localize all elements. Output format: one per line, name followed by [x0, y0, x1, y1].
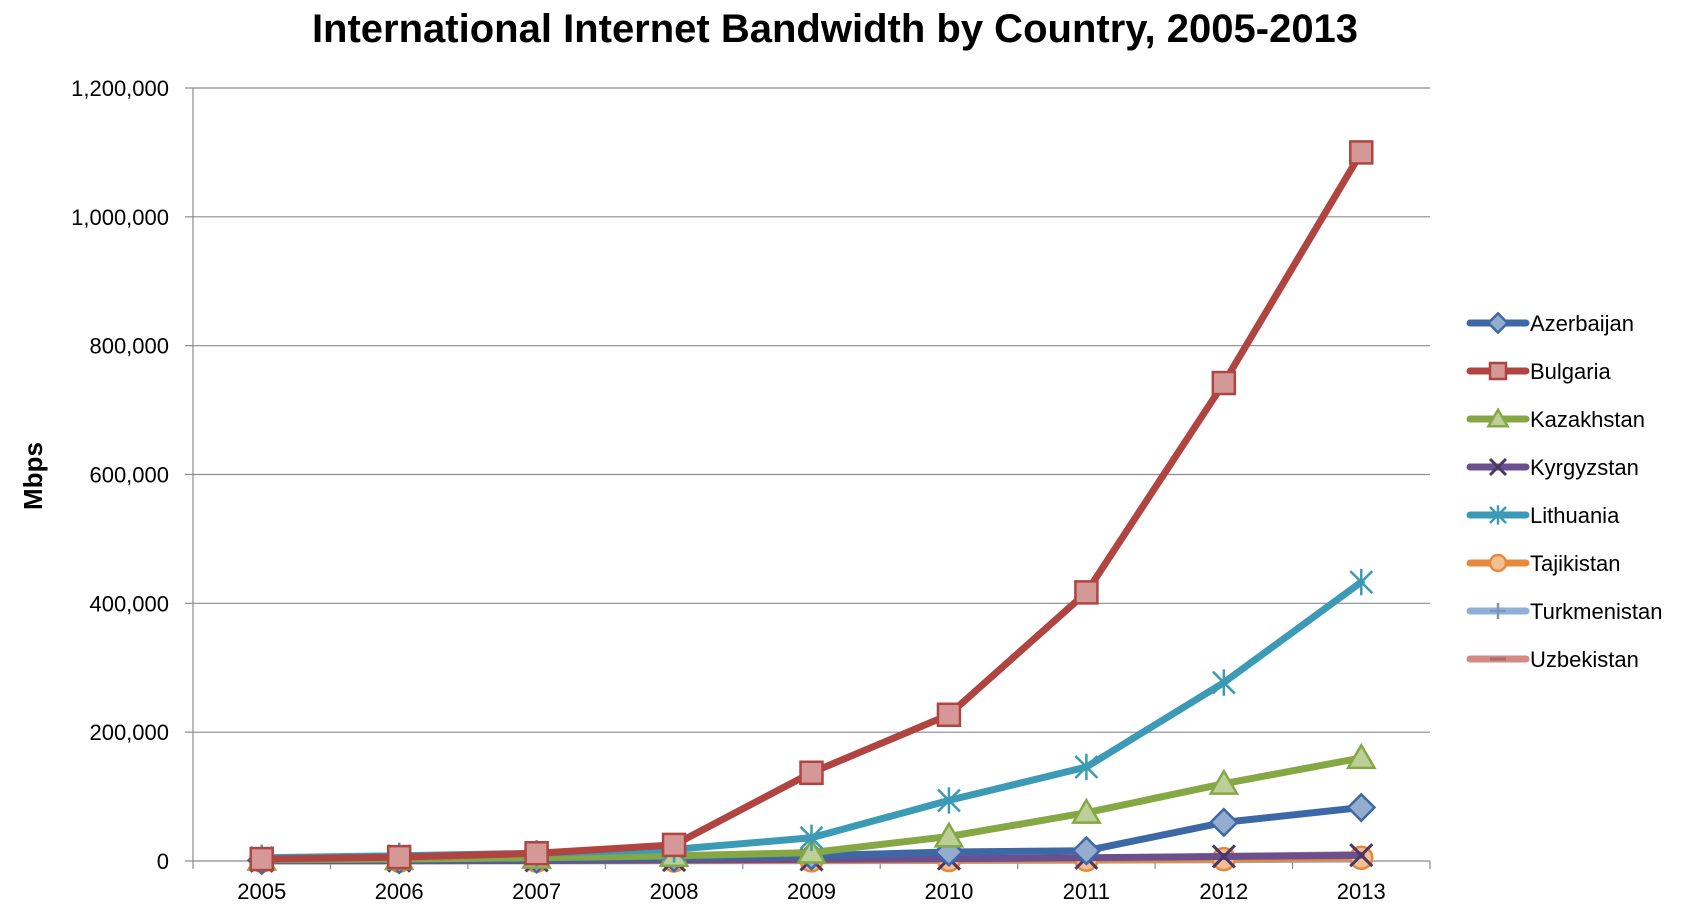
legend-marker [1488, 553, 1508, 573]
series-bulgaria [249, 140, 1374, 872]
legend-marker [1486, 311, 1510, 335]
y-tick-label: 600,000 [89, 463, 169, 488]
legend-label: Bulgaria [1530, 359, 1611, 384]
point-kazakhstan [1208, 768, 1240, 795]
point-kazakhstan [796, 837, 827, 864]
y-tick-label: 0 [157, 849, 169, 874]
y-tick-label: 800,000 [89, 334, 169, 359]
legend-item-lithuania: Lithuania [1466, 503, 1620, 528]
y-axis-label: Mbps [18, 442, 48, 510]
legend-label: Turkmenistan [1530, 599, 1662, 624]
legend-label: Uzbekistan [1530, 647, 1639, 672]
chart-title: International Internet Bandwidth by Coun… [312, 7, 1358, 51]
point-lithuania [799, 824, 824, 852]
x-tick-label: 2007 [512, 879, 561, 904]
y-tick-label: 400,000 [89, 591, 169, 616]
legend-item-bulgaria: Bulgaria [1466, 359, 1611, 384]
point-bulgaria [799, 760, 824, 785]
y-tick-label: 1,000,000 [71, 205, 169, 230]
y-tick-label: 1,200,000 [71, 76, 169, 101]
legend-label: Kyrgyzstan [1530, 455, 1639, 480]
series-line-lithuania [258, 578, 1365, 862]
point-lithuania [937, 787, 961, 814]
legend-item-uzbekistan: Uzbekistan [1466, 647, 1639, 672]
x-tick-label: 2011 [1063, 879, 1110, 904]
point-kazakhstan [1071, 797, 1102, 824]
point-kyrgyzstan [1349, 843, 1374, 868]
legend-marker [1489, 505, 1507, 525]
series-group [246, 140, 1377, 876]
x-tick-label: 2006 [375, 879, 424, 904]
legend-label: Azerbaijan [1530, 311, 1634, 336]
y-tick-label: 200,000 [89, 720, 169, 745]
point-azerbaijan [1208, 807, 1239, 838]
legend-label: Tajikistan [1530, 551, 1620, 576]
point-bulgaria [1349, 140, 1374, 165]
point-bulgaria [249, 846, 274, 872]
x-tick-label: 2010 [924, 879, 973, 904]
legend-item-kazakhstan: Kazakhstan [1466, 407, 1645, 432]
legend-item-azerbaijan: Azerbaijan [1466, 311, 1634, 336]
legend-marker [1486, 407, 1510, 428]
legend-label: Lithuania [1530, 503, 1620, 528]
x-tick-label: 2009 [787, 879, 836, 904]
point-lithuania [1074, 753, 1099, 781]
series-line-bulgaria [258, 148, 1365, 863]
gridlines [193, 87, 1430, 733]
x-tick-label: 2012 [1199, 879, 1248, 904]
legend-item-kyrgyzstan: Kyrgyzstan [1466, 455, 1639, 480]
point-kazakhstan [1345, 742, 1377, 770]
legend-marker [1488, 457, 1508, 477]
point-bulgaria [1211, 370, 1237, 396]
y-axis-ticks: 0 200,000 400,000 600,000 800,000 1,000,000 1,… [71, 76, 193, 874]
legend-item-tajikistan: Tajikistan [1466, 551, 1620, 576]
x-tick-label: 2005 [237, 879, 286, 904]
x-tick-label: 2008 [650, 879, 699, 904]
point-bulgaria [936, 702, 962, 728]
legend: Azerbaijan Bulgaria Kazakhstan Kyrgyzstan Li… [1466, 311, 1662, 672]
legend-marker [1488, 361, 1508, 381]
legend-label: Kazakhstan [1530, 407, 1645, 432]
point-bulgaria [524, 841, 549, 866]
point-kyrgyzstan [1211, 844, 1236, 869]
x-axis-ticks: 2005 2006 2007 2008 2009 2010 2011 2012 2013 [192, 861, 1431, 904]
point-lithuania [1211, 669, 1236, 696]
point-azerbaijan [1071, 835, 1102, 866]
legend-item-turkmenistan: Turkmenistan [1466, 599, 1662, 624]
legend-marker [1490, 603, 1506, 619]
point-bulgaria [1074, 580, 1099, 605]
x-tick-label: 2013 [1337, 879, 1386, 904]
point-bulgaria [661, 832, 687, 858]
point-bulgaria [386, 844, 412, 870]
point-kazakhstan [933, 821, 965, 848]
point-azerbaijan [1346, 792, 1377, 823]
point-lithuania [1349, 568, 1374, 596]
